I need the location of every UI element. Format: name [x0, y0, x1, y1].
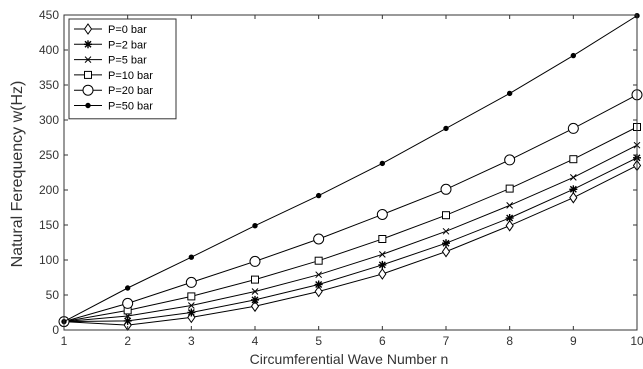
- legend-box: [68, 18, 177, 120]
- x-tick-label: 5: [315, 334, 322, 348]
- legend-entry: P=50 bar: [74, 101, 153, 113]
- y-tick-label: 200: [39, 183, 59, 197]
- x-tick-label: 10: [630, 334, 643, 348]
- x-tick-label: 2: [124, 334, 131, 348]
- series-line: [63, 165, 638, 326]
- data-point: [570, 52, 577, 59]
- legend-entry: P=2 bar: [74, 39, 147, 51]
- data-point: [252, 223, 258, 229]
- data-point: [567, 122, 579, 134]
- data-point: [442, 211, 450, 220]
- data-point: [187, 302, 195, 309]
- legend-marker: [82, 84, 94, 96]
- legend: P=0 bar P=2 bar P=5 bar P=10 bar P=20 bar P=5…: [68, 18, 177, 120]
- legend-label: P=50 bar: [108, 101, 153, 113]
- data-point: [315, 271, 323, 279]
- data-point: [569, 191, 578, 204]
- data-point: [569, 185, 578, 194]
- y-tick-label: 100: [39, 253, 59, 267]
- data-point: [504, 154, 516, 166]
- legend-marker: [84, 40, 92, 49]
- legend-entry: P=10 bar: [74, 70, 153, 82]
- y-tick-label: 300: [39, 113, 59, 127]
- data-point: [505, 214, 514, 222]
- data-point: [443, 125, 449, 132]
- series-line: [63, 126, 638, 323]
- y-tick-label: 50: [46, 288, 60, 302]
- legend-label: P=0 bar: [108, 24, 147, 36]
- data-point: [376, 209, 388, 220]
- data-point: [442, 227, 450, 235]
- x-tick-label: 1: [61, 334, 68, 348]
- y-tick-label: 0: [52, 323, 59, 337]
- legend-marker: [85, 102, 91, 109]
- plot-frame: [63, 14, 638, 331]
- data-point: [315, 192, 322, 199]
- series-line: [63, 157, 638, 323]
- data-point: [378, 251, 386, 258]
- legend-marker: [83, 23, 93, 35]
- y-tick-label: 400: [39, 43, 59, 57]
- data-point: [378, 235, 387, 243]
- y-tick-label: 150: [39, 218, 59, 232]
- data-point: [378, 260, 387, 269]
- data-point: [314, 285, 323, 298]
- data-point: [249, 255, 261, 267]
- legend-label: P=20 bar: [108, 85, 153, 97]
- series-line: [63, 15, 638, 323]
- x-tick-label: 4: [252, 334, 259, 348]
- legend-entry: P=0 bar: [74, 23, 147, 36]
- data-point: [250, 300, 260, 313]
- x-tick-label: 9: [570, 334, 577, 348]
- data-point: [122, 297, 134, 309]
- data-point: [251, 275, 259, 284]
- data-point: [314, 256, 323, 265]
- data-point: [314, 280, 323, 289]
- series-4: [58, 89, 643, 328]
- y-tick-label: 250: [39, 148, 59, 162]
- data-point: [569, 155, 578, 164]
- data-point: [251, 295, 259, 304]
- legend-label: P=2 bar: [108, 39, 147, 51]
- data-point: [506, 202, 514, 209]
- legend-label: P=10 bar: [108, 70, 153, 82]
- x-tick-label: 3: [188, 334, 195, 348]
- data-point: [440, 183, 452, 195]
- data-point: [187, 292, 196, 301]
- data-point: [123, 316, 132, 325]
- plot-area: [58, 13, 643, 331]
- legend-entry: P=5 bar: [74, 55, 147, 67]
- data-point: [188, 254, 195, 260]
- legend-label: P=5 bar: [108, 55, 147, 67]
- data-point: [185, 276, 197, 288]
- legend-entry: P=20 bar: [74, 84, 153, 97]
- data-point: [505, 184, 514, 193]
- x-tick-label: 8: [506, 334, 513, 348]
- data-point: [442, 239, 450, 248]
- data-point: [124, 285, 131, 291]
- x-tick-label: 6: [379, 334, 386, 348]
- x-axis-title: Circumferential Wave Number n: [250, 351, 449, 367]
- data-point: [251, 288, 259, 295]
- series-line: [63, 94, 638, 323]
- data-point: [379, 160, 386, 167]
- x-tick-label: 7: [443, 334, 450, 348]
- series-line: [63, 144, 638, 323]
- data-point: [441, 245, 451, 258]
- data-point: [378, 268, 387, 280]
- y-tick-label: 450: [39, 8, 59, 22]
- legend-marker: [84, 70, 92, 79]
- y-axis-title: Natural Ferequency w(Hz): [9, 81, 26, 268]
- data-point: [506, 90, 513, 97]
- data-point: [187, 308, 196, 317]
- legend-marker: [84, 56, 92, 63]
- series-1: [60, 153, 641, 326]
- data-point: [313, 233, 325, 245]
- data-point: [569, 174, 577, 181]
- y-tick-label: 350: [39, 78, 59, 92]
- data-point: [505, 219, 514, 232]
